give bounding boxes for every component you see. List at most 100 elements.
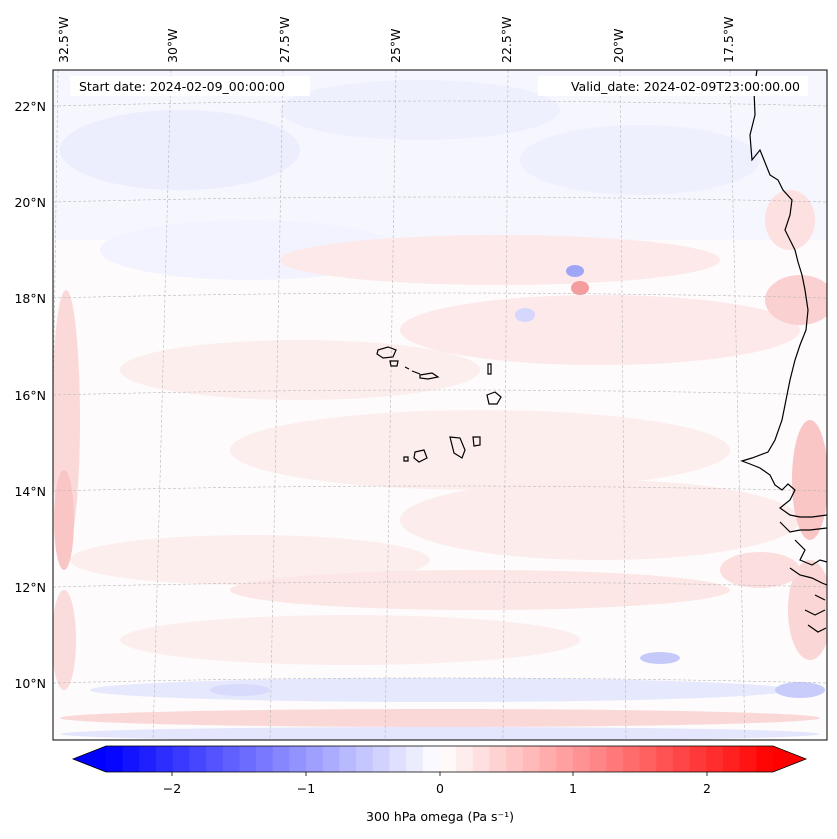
colorbar-cell — [356, 746, 374, 772]
map-frame — [52, 69, 828, 741]
coast-gambia — [779, 521, 827, 533]
lon-label-32-5w: 32.5°W — [56, 17, 71, 63]
colorbar-cell — [722, 746, 741, 772]
lat-label-12n: 12°N — [14, 580, 46, 595]
latitude-labels: 22°N 20°N 18°N 16°N 14°N 12°N 10°N — [14, 99, 46, 691]
lat-label-22n: 22°N — [14, 99, 46, 114]
colorbar-cell — [656, 746, 674, 772]
colorbar: −2 −1 0 1 2 300 hPa omega (Pa s⁻¹) — [71, 745, 808, 824]
meridian-20w — [619, 70, 627, 740]
lon-label-25w: 25°W — [388, 28, 403, 63]
colorbar-cell — [256, 746, 274, 772]
longitude-labels: 32.5°W 30°W 27.5°W 25°W 22.5°W 20°W 17.5… — [56, 17, 736, 63]
colorbar-cell — [406, 746, 424, 772]
colorbar-cell — [206, 746, 224, 772]
colorbar-cell — [606, 746, 624, 772]
african-coastline — [740, 70, 827, 518]
island-sal — [487, 363, 492, 375]
colorbar-tick-label-neg1: −1 — [297, 781, 315, 796]
lon-label-27-5w: 27.5°W — [277, 17, 292, 63]
colorbar-min-extension — [73, 746, 106, 772]
parallel-14n — [53, 485, 827, 492]
colorbar-cell — [306, 746, 324, 772]
lon-label-20w: 20°W — [611, 28, 626, 63]
colorbar-cell — [706, 746, 724, 772]
lon-label-22-5w: 22.5°W — [499, 17, 514, 63]
meridian-30w — [152, 70, 172, 740]
colorbar-tick-label-2: 2 — [703, 781, 711, 796]
parallel-22n — [53, 100, 827, 107]
colorbar-cell — [672, 746, 691, 772]
coast-guinea-bissau — [789, 539, 827, 586]
meridian-27-5w — [269, 70, 284, 740]
colorbar-cell — [439, 746, 457, 772]
colorbar-cell — [422, 746, 441, 772]
lat-label-10n: 10°N — [14, 676, 46, 691]
colorbar-cell — [639, 746, 657, 772]
colorbar-cell — [222, 746, 241, 772]
island-boa-vista — [486, 391, 502, 405]
island-santo-antao — [376, 346, 397, 359]
parallel-16n — [53, 389, 827, 396]
map-panel: Start date: 2024-02-09_00:00:00 Valid_da… — [53, 70, 827, 740]
colorbar-cell — [506, 746, 524, 772]
colorbar-cell — [539, 746, 557, 772]
colorbar-ticks — [171, 772, 708, 776]
colorbar-cell — [472, 746, 491, 772]
colorbar-cell — [106, 746, 124, 772]
graticule — [53, 70, 827, 740]
colorbar-tick-label-1: 1 — [569, 781, 577, 796]
colorbar-cell — [522, 746, 541, 772]
colorbar-outline — [71, 745, 808, 773]
island-fogo — [413, 449, 428, 463]
island-sao-nicolau — [411, 370, 440, 380]
island-maio — [472, 436, 481, 447]
colorbar-tick-label-0: 0 — [436, 781, 444, 796]
start-date-label: Start date: 2024-02-09_00:00:00 — [79, 79, 285, 94]
colorbar-cell — [172, 746, 190, 772]
coast-guinea — [804, 594, 827, 633]
meridian-25w — [384, 70, 397, 740]
parallel-18n — [53, 292, 827, 299]
island-brava — [403, 456, 409, 462]
omega-shading — [53, 70, 827, 740]
lat-label-18n: 18°N — [14, 291, 46, 306]
island-sao-vicente — [389, 360, 399, 367]
parallel-20n — [53, 196, 827, 203]
colorbar-cell — [739, 746, 757, 772]
colorbar-cell — [239, 746, 257, 772]
lat-label-20n: 20°N — [14, 195, 46, 210]
colorbar-cell — [289, 746, 307, 772]
colorbar-cell — [589, 746, 607, 772]
colorbar-cell — [689, 746, 707, 772]
colorbar-cell — [456, 746, 474, 772]
colorbar-cells — [106, 746, 774, 772]
meridian-32-5w — [53, 70, 59, 426]
island-santa-luzia — [404, 366, 410, 370]
colorbar-max-extension — [773, 746, 806, 772]
colorbar-cell — [189, 746, 207, 772]
lat-label-14n: 14°N — [14, 484, 46, 499]
start-date-box — [70, 76, 310, 96]
colorbar-cell — [372, 746, 391, 772]
meridian-22-5w — [502, 70, 509, 740]
colorbar-cell — [489, 746, 507, 772]
colorbar-cell — [756, 746, 774, 772]
colorbar-tick-label-neg2: −2 — [163, 781, 181, 796]
parallel-10n — [53, 677, 827, 684]
colorbar-cell — [322, 746, 341, 772]
valid-date-box — [538, 76, 808, 96]
coastlines — [376, 70, 827, 633]
lat-label-16n: 16°N — [14, 388, 46, 403]
colorbar-cell — [122, 746, 140, 772]
lon-label-30w: 30°W — [165, 28, 180, 63]
colorbar-cell — [339, 746, 357, 772]
colorbar-cell — [272, 746, 291, 772]
colorbar-cell — [389, 746, 407, 772]
meridian-17-5w — [729, 70, 746, 740]
colorbar-label: 300 hPa omega (Pa s⁻¹) — [366, 809, 514, 824]
lon-label-17-5w: 17.5°W — [721, 17, 736, 63]
colorbar-cell — [622, 746, 641, 772]
parallel-12n — [53, 581, 827, 588]
